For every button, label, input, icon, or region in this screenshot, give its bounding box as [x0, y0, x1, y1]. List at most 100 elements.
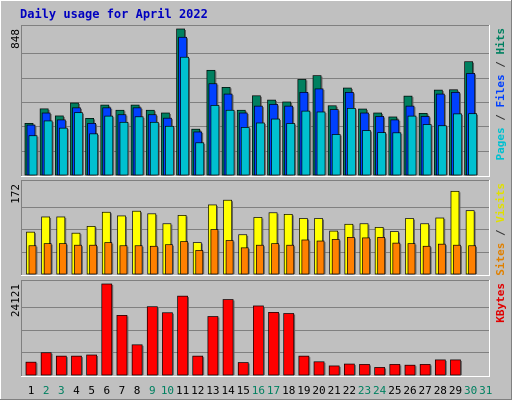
kbytes-bar [298, 355, 311, 376]
day-label: 24 [373, 384, 387, 397]
kbytes-bar [55, 355, 68, 376]
kbytes-bar [207, 316, 220, 376]
sites-bar-fill [74, 244, 82, 275]
day-label: 26 [403, 384, 416, 397]
day-label: 8 [134, 384, 141, 397]
hits-axis-label-part: / [494, 55, 507, 75]
hits-axis-label-part: Pages [494, 127, 507, 160]
sites-bar-fill [149, 245, 158, 275]
pages-bar-fill [165, 125, 174, 176]
pages-bar [407, 115, 418, 176]
kbytes-bar [40, 352, 53, 376]
pages-bar-fill [468, 113, 477, 176]
kbytes-panel: 24121 KBytes [9, 280, 507, 377]
kbytes-bar-fill [389, 364, 401, 376]
kbytes-bar [268, 312, 280, 376]
pages-bar-fill [28, 135, 38, 176]
pages-bar [301, 110, 312, 176]
sites-bar-fill [453, 244, 461, 275]
pages-bar [377, 132, 388, 176]
hits-max-label: 848 [9, 29, 22, 49]
kbytes-bar [389, 364, 402, 376]
sites-bar-fill [422, 245, 431, 275]
pages-bar-fill [271, 118, 280, 176]
kbytes-bar [450, 359, 462, 376]
sites-bar [256, 244, 265, 275]
sites-bar-fill [89, 244, 97, 275]
pages-bar-fill [377, 132, 387, 176]
day-label: 23 [358, 384, 371, 397]
sites-bar-fill [286, 244, 295, 275]
kbytes-bar [71, 355, 83, 376]
pages-bar [43, 120, 54, 176]
kbytes-bar-fill [434, 359, 446, 376]
sites-bar [286, 244, 296, 275]
sites-bar [392, 242, 402, 275]
kbytes-bar [313, 361, 326, 376]
kbytes-bar-fill [237, 362, 249, 376]
hits-axis-label-part: Files [494, 74, 507, 107]
pages-bar [74, 112, 84, 176]
pages-bar-fill [301, 110, 311, 176]
kbytes-bar-fill [404, 364, 416, 376]
chart-title: Daily usage for April 2022 [20, 7, 208, 21]
day-label: 1 [28, 384, 35, 397]
kbytes-bar [374, 367, 387, 376]
sites-bar-fill [43, 243, 52, 275]
pages-bar-fill [286, 123, 296, 176]
kbytes-bar [344, 363, 356, 376]
pages-bar [104, 115, 115, 176]
sites-bar-fill [119, 245, 128, 275]
kbytes-bar [162, 312, 174, 376]
sites-bar [58, 243, 68, 275]
sites-bar [180, 241, 189, 275]
sites-bar-fill [225, 240, 234, 275]
pages-bar [256, 122, 266, 176]
day-label: 10 [161, 384, 174, 397]
kbytes-bar-fill [344, 363, 355, 376]
kbytes-bar [116, 315, 129, 376]
sites-bar-fill [180, 241, 188, 275]
kbytes-bar [146, 306, 159, 376]
day-label: 31 [479, 384, 492, 397]
sites-bar [165, 244, 174, 275]
pages-bar-fill [240, 127, 250, 176]
kbytes-bar [131, 344, 144, 376]
kbytes-bar-fill [40, 352, 52, 376]
visits-panel: 172 Sites / Visits [9, 180, 507, 276]
sites-bar [362, 237, 371, 275]
sites-bar-fill [468, 245, 476, 275]
pages-bar-fill [180, 56, 189, 176]
kbytes-axis-label: KBytes [494, 283, 507, 323]
sites-bar-fill [58, 243, 67, 275]
day-label: 15 [237, 384, 250, 397]
pages-bar [180, 56, 190, 176]
sites-bar [89, 244, 99, 275]
sites-bar-fill [347, 237, 355, 275]
kbytes-bar-fill [253, 305, 264, 376]
sites-bar-fill [256, 244, 264, 275]
kbytes-bar [25, 361, 38, 376]
pages-bar [286, 123, 297, 176]
kbytes-bar-fill [298, 355, 310, 376]
kbytes-bar [237, 362, 250, 376]
pages-bar [210, 105, 221, 176]
kbytes-bar-fill [101, 283, 113, 376]
pages-bar [89, 133, 100, 176]
pages-bar [468, 113, 479, 176]
day-label: 3 [58, 384, 65, 397]
sites-bar-fill [407, 243, 416, 275]
kbytes-bar [434, 359, 447, 376]
pages-bar [453, 113, 463, 176]
kbytes-bar [404, 364, 417, 376]
sites-bar [407, 243, 417, 275]
pages-bar-fill [256, 122, 265, 176]
sites-bar-fill [362, 237, 370, 275]
kbytes-bar-fill [25, 361, 37, 376]
day-label: 7 [119, 384, 126, 397]
sites-bar-fill [437, 243, 446, 275]
visits-max-label: 172 [9, 184, 22, 204]
pages-bar [392, 132, 403, 176]
kbytes-axis-label-part: KBytes [494, 283, 507, 323]
